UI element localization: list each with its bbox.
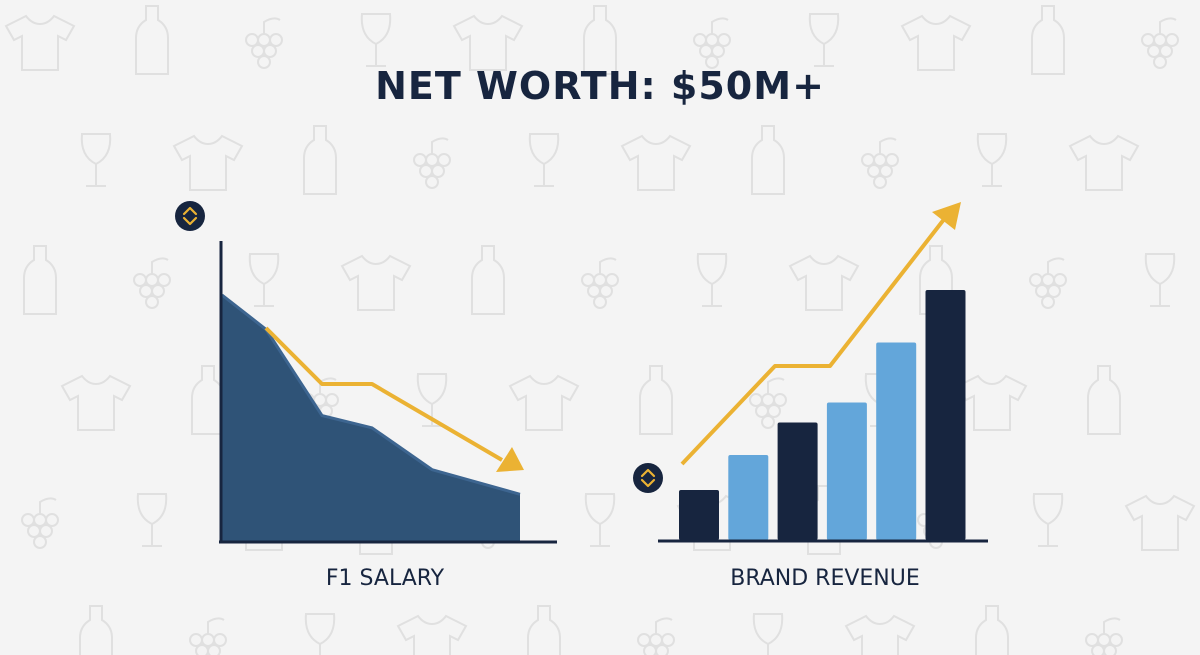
revenue-bar-5: [876, 342, 917, 540]
revenue-bar-3: [777, 422, 818, 540]
badge-up-chevron: [640, 468, 656, 478]
badge-up-chevron: [182, 206, 198, 216]
revenue-bar-4: [826, 402, 867, 540]
brand-revenue-chart: [633, 202, 988, 543]
badge-down-chevron: [182, 216, 198, 226]
revenue-bar-6: [925, 290, 966, 540]
brand-revenue-label: BRAND REVENUE: [730, 566, 920, 591]
salary-trend-arrow-line: [264, 326, 504, 462]
salary-trend-arrow-head: [496, 447, 524, 472]
f1-salary-chart: [175, 201, 557, 544]
badge-down-chevron: [640, 478, 656, 488]
page-title: NET WORTH: $50M+: [375, 64, 825, 108]
revenue-trend-arrow-line: [680, 216, 947, 466]
salary-line: [221, 293, 521, 496]
badge-circle: [175, 201, 205, 231]
revenue-bar-2: [728, 455, 769, 540]
salary-area: [222, 295, 520, 541]
revenue-trend-arrow-head: [932, 202, 961, 230]
salary-badge-icon: [175, 201, 205, 231]
f1-salary-label: F1 SALARY: [325, 566, 445, 591]
badge-circle: [633, 463, 663, 493]
revenue-badge-icon: [633, 463, 663, 493]
revenue-bar-1: [679, 490, 719, 540]
